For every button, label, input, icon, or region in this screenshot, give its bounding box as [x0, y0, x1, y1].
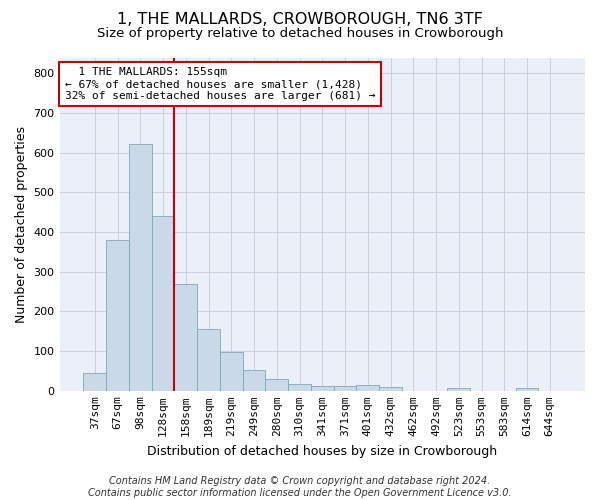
Text: Size of property relative to detached houses in Crowborough: Size of property relative to detached ho… — [97, 28, 503, 40]
Bar — [175, 284, 197, 391]
Bar — [106, 240, 129, 391]
Text: 1 THE MALLARDS: 155sqm
← 67% of detached houses are smaller (1,428)
32% of semi-: 1 THE MALLARDS: 155sqm ← 67% of detached… — [65, 68, 375, 100]
Bar — [334, 386, 356, 391]
Bar — [152, 216, 175, 391]
Bar — [220, 352, 242, 391]
Bar — [311, 386, 334, 391]
X-axis label: Distribution of detached houses by size in Crowborough: Distribution of detached houses by size … — [147, 444, 497, 458]
Y-axis label: Number of detached properties: Number of detached properties — [15, 126, 28, 322]
Bar — [379, 387, 402, 391]
Bar — [129, 144, 152, 391]
Bar — [242, 370, 265, 391]
Bar — [265, 380, 288, 391]
Bar — [288, 384, 311, 391]
Bar — [448, 388, 470, 391]
Text: 1, THE MALLARDS, CROWBOROUGH, TN6 3TF: 1, THE MALLARDS, CROWBOROUGH, TN6 3TF — [117, 12, 483, 28]
Bar — [197, 330, 220, 391]
Text: Contains HM Land Registry data © Crown copyright and database right 2024.
Contai: Contains HM Land Registry data © Crown c… — [88, 476, 512, 498]
Bar — [515, 388, 538, 391]
Bar — [356, 386, 379, 391]
Bar — [83, 372, 106, 391]
